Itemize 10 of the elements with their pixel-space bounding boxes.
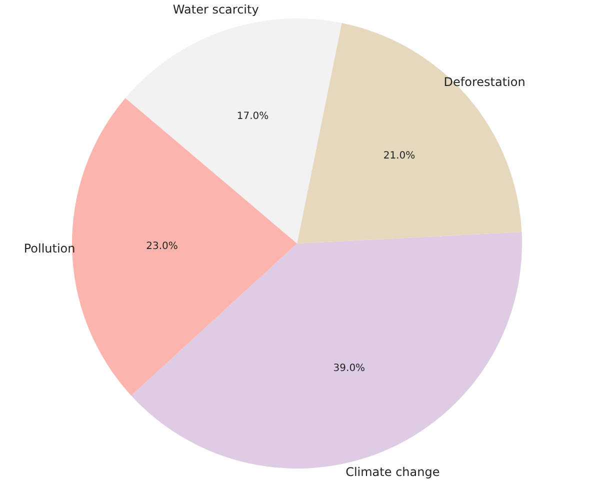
slice-label: Pollution (24, 241, 76, 256)
data-label: 23.0% (146, 241, 178, 252)
data-label: 39.0% (333, 363, 366, 374)
data-label: 21.0% (383, 150, 416, 162)
slice-label: Deforestation (444, 74, 526, 89)
pie-slice (125, 18, 342, 244)
pie-slice (131, 232, 522, 468)
data-label: 17.0% (236, 110, 269, 122)
slice-label: Climate change (346, 464, 440, 479)
slice-label: Water scarcity (172, 2, 259, 17)
